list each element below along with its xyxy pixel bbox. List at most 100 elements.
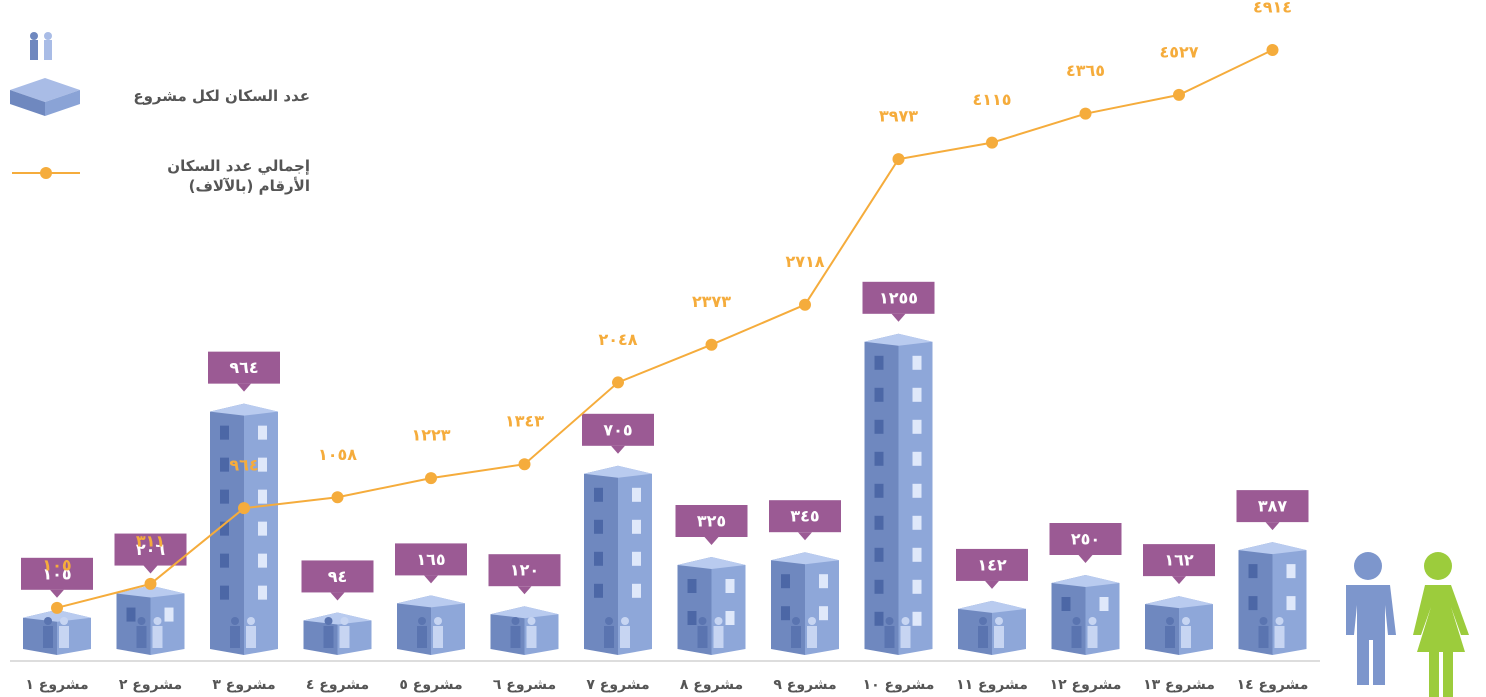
value-label: ٢٥٠ [1071,530,1100,549]
window [632,487,641,502]
person [230,626,240,648]
x-tick-label: مشروع ٩ [773,677,836,693]
window [258,521,267,536]
window [912,387,922,402]
window [1061,597,1071,611]
line-point [1173,88,1185,101]
value-label-box [395,543,467,576]
person [884,626,895,648]
building-top [397,595,465,608]
building-top [1238,542,1307,555]
building [1051,575,1120,655]
value-label: ٣٢٥ [697,512,726,531]
window [164,607,174,622]
window [220,457,229,472]
value-label: ١٤٢ [977,555,1007,574]
person [1181,626,1191,648]
person [791,626,801,648]
x-tick-label: مشروع ١٤ [1237,677,1309,693]
value-label-box [21,557,93,590]
person [807,626,817,648]
value-label-pointer [1172,576,1186,585]
building-top [677,557,746,569]
building-top [210,403,278,416]
line [56,49,1273,609]
person [1072,617,1081,625]
x-tick-label: مشروع ٥ [399,677,462,693]
person [417,626,427,648]
building [23,609,91,655]
line-value-label: ٤٣٦٥ [1066,61,1105,80]
person [1274,626,1285,648]
window [220,585,229,600]
window [912,451,922,466]
x-tick-label: مشروع ١٣ [1143,677,1215,693]
window [912,579,922,594]
line-value-label: ٢٧١٨ [785,252,824,271]
value-label-pointer [1078,555,1093,563]
value-label-box [1049,523,1122,555]
person [698,617,707,625]
building-top [490,606,559,619]
building [490,606,559,655]
value-label: ١٦٥ [416,550,445,569]
value-label: ٣٨٧ [1258,497,1288,516]
person [1258,626,1269,648]
building [210,403,278,655]
window [1099,597,1109,611]
value-label-pointer [891,313,906,322]
person [324,617,333,625]
window [912,611,922,626]
value-label-pointer [517,586,532,595]
window [687,611,697,625]
building-top [1051,575,1120,587]
window [819,606,828,621]
person [1087,626,1098,648]
value-label-pointer [611,445,625,454]
window [632,551,641,566]
x-tick-label: مشروع ١١ [956,677,1028,693]
window [912,419,922,434]
person [604,626,614,648]
window [1286,596,1296,611]
window [725,611,735,625]
line-point [1079,107,1092,120]
window [912,547,922,562]
line-point [892,153,905,166]
window [594,487,603,502]
building-top [116,585,185,598]
window [258,553,267,568]
window [874,611,884,626]
person [995,617,1003,625]
person [231,617,239,625]
building [677,557,746,655]
legend-building-icon [10,32,80,116]
window [874,451,884,466]
person [418,617,426,625]
x-tick-label: مشروع ٣ [212,677,275,693]
x-tick-label: مشروع ٦ [493,677,556,693]
value-label: ١٦٢ [1164,551,1194,570]
line-value-label: ٢٠٤٨ [598,330,637,349]
value-label: ١٢٠ [510,561,539,580]
window [258,585,267,600]
building [303,612,372,655]
window [874,419,884,434]
window [594,583,603,598]
person [1275,617,1284,625]
window [594,519,603,534]
value-label-box [582,413,654,446]
legend-line-icon [12,167,80,179]
building [584,465,652,655]
building [958,600,1026,655]
line-point [612,376,624,389]
value-label-pointer [704,537,719,545]
line-point [986,136,998,149]
window [912,515,922,530]
person [1182,617,1190,625]
value-label-box [208,351,280,384]
window [874,579,884,594]
x-tick-label: مشروع ١ [25,677,88,693]
window [220,521,229,536]
